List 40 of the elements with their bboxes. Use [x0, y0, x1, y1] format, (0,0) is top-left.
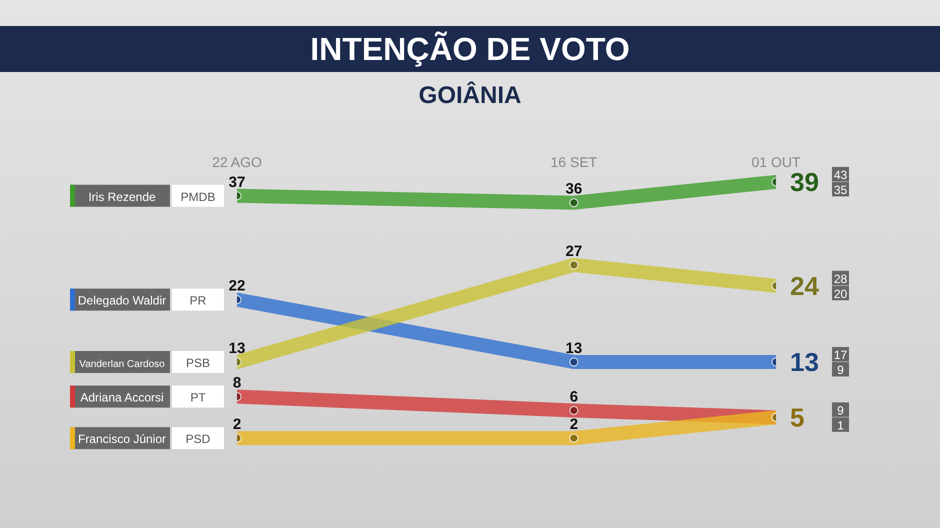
annotation: PMDB	[180, 190, 216, 204]
party-tag: PSD	[172, 427, 224, 450]
party-tag: PT	[172, 386, 224, 408]
data-label: 22	[228, 278, 246, 295]
text: 1	[837, 418, 844, 432]
data-label: 24	[790, 270, 820, 301]
legend-label: Francisco Júnior	[78, 432, 166, 446]
legend-label: Delegado Waldir	[78, 294, 166, 308]
party-tag: PMDB	[172, 184, 224, 207]
text: 9	[837, 362, 844, 377]
annotation: PR	[190, 294, 207, 308]
text: 9	[837, 403, 844, 418]
annotation: PT	[190, 390, 206, 405]
text: 20	[834, 286, 848, 301]
text: 17	[834, 348, 848, 362]
chart-title: INTENÇÃO DE VOTO	[0, 26, 940, 72]
data-label: 6	[570, 388, 578, 406]
text: 43	[834, 168, 848, 182]
data-label: 5	[790, 402, 804, 432]
annotation: PSB	[186, 356, 210, 370]
data-label: 27	[566, 243, 582, 260]
chart-subtitle: GOIÂNIA	[418, 82, 522, 110]
annotation: PSD	[186, 432, 211, 446]
party-tag: PR	[172, 288, 224, 311]
text: 28	[834, 272, 848, 286]
data-label: 2	[232, 416, 242, 434]
data-label: 13	[790, 346, 819, 377]
legend-label: Iris Rezende	[88, 190, 156, 204]
data-label: 36	[566, 180, 582, 198]
text: 35	[834, 182, 848, 197]
data-label: 13	[228, 340, 246, 357]
legend-label: Adriana Accorsi	[80, 390, 164, 405]
x-tick-label: 22 AGO	[212, 154, 262, 170]
party-tag: PSB	[172, 350, 224, 373]
legend-label: Vanderlan Cardoso	[79, 358, 166, 370]
data-label: 13	[566, 340, 582, 357]
data-label: 2	[570, 416, 578, 434]
data-label: 8	[232, 374, 242, 392]
x-tick-label: 16 SET	[550, 154, 598, 170]
data-label: 37	[228, 174, 246, 191]
